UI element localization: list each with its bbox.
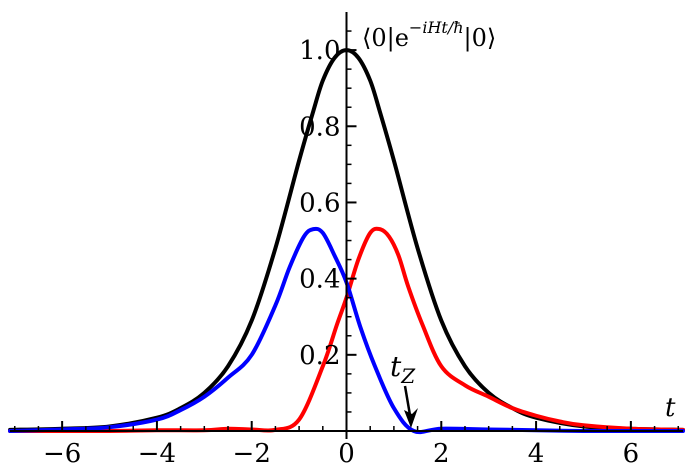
y-tick-label: 0.8 (299, 112, 340, 142)
y-tick-label: 1.0 (299, 36, 340, 66)
tz-arrowhead (404, 408, 418, 428)
x-tick-label: 4 (528, 439, 545, 469)
axes-layer: −6 −4 −2 0 2 4 6 0.2 0.4 0.6 0.8 1.0 (10, 12, 683, 469)
tz-label-subscript: Z (400, 364, 416, 388)
x-tick-label: −4 (138, 439, 176, 469)
x-tick-label: −6 (43, 439, 81, 469)
tz-annotation: tZ (390, 350, 418, 428)
y-axis-label-suffix: |0⟩ (464, 24, 497, 53)
tz-label: tZ (390, 350, 416, 388)
series-line-red (8, 226, 685, 434)
y-axis-label-exponent: −iHt/ħ (409, 18, 464, 37)
y-tick-label: 0.2 (299, 341, 340, 371)
x-tick-label: 0 (338, 439, 355, 469)
y-tick-label: 0.6 (299, 188, 340, 218)
x-axis-label: t (665, 393, 676, 423)
tz-label-main: t (390, 350, 402, 383)
y-axis-label: ⟨0|e−iHt/ħ|0⟩ (362, 18, 496, 53)
x-tick-label: 2 (433, 439, 450, 469)
y-tick-label: 0.4 (299, 265, 340, 295)
x-tick-label: 6 (623, 439, 640, 469)
y-axis-label-prefix: ⟨0|e (362, 24, 409, 53)
x-tick-label: −2 (233, 439, 271, 469)
